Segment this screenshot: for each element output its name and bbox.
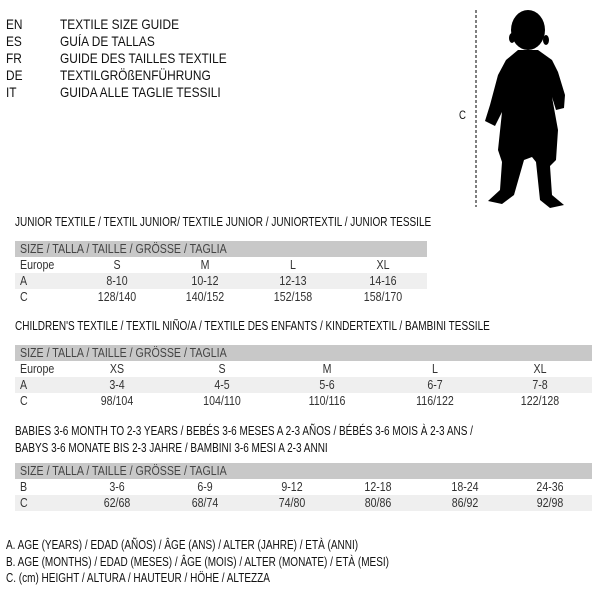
cell: 24-36 [536, 480, 564, 494]
cell: 12-18 [364, 480, 392, 494]
lang-title-es: GUÍA DE TALLAS [60, 33, 155, 49]
table-header-row: SIZE / TALLA / TAILLE / GRÖSSE / TAGLIA [15, 345, 592, 361]
lang-code-it: IT [6, 84, 17, 100]
legend-b: B. AGE (MONTHS) / EDAD (MESES) / ÂGE (MO… [6, 555, 389, 569]
cell: 110/116 [308, 394, 346, 408]
cell: 158/170 [363, 290, 403, 304]
babies-section-title-line1: BABIES 3-6 MONTH TO 2-3 YEARS / BEBÉS 3-… [15, 424, 473, 438]
cell: 62/68 [103, 496, 131, 510]
height-label: C [459, 108, 466, 122]
child-silhouette-figure [475, 10, 565, 208]
row-label: C [20, 394, 28, 408]
cell: 140/152 [185, 290, 225, 304]
lang-code-es: ES [6, 33, 22, 49]
babies-section-title-line2: BABYS 3-6 MONATE BIS 2-3 JAHRE / BAMBINI… [15, 441, 328, 455]
cell: 98/104 [100, 394, 134, 408]
cell: 18-24 [451, 480, 479, 494]
junior-size-table: SIZE / TALLA / TAILLE / GRÖSSE / TAGLIA … [15, 241, 427, 305]
legend-c: C. (cm) HEIGHT / ALTURA / HAUTEUR / HÖHE… [6, 571, 270, 585]
cell: 86/92 [451, 496, 479, 510]
cell: 5-6 [319, 378, 335, 392]
row-label: B [20, 480, 28, 494]
cell: 92/98 [536, 496, 564, 510]
cell: 128/140 [97, 290, 137, 304]
cell: M [322, 362, 332, 376]
junior-section-title: JUNIOR TEXTILE / TEXTIL JUNIOR/ TEXTILE … [15, 215, 432, 229]
row-label: Europe [20, 258, 55, 272]
row-label: A [20, 274, 28, 288]
cell: 80/86 [364, 496, 392, 510]
legend-a: A. AGE (YEARS) / EDAD (AÑOS) / ÂGE (ANS)… [6, 538, 359, 552]
row-label: C [20, 496, 28, 510]
children-section-title: CHILDREN'S TEXTILE / TEXTIL NIÑO/A / TEX… [15, 319, 490, 333]
child-silhouette-icon [485, 10, 565, 208]
table-header-row: SIZE / TALLA / TAILLE / GRÖSSE / TAGLIA [15, 463, 592, 479]
cell: 74/80 [278, 496, 306, 510]
cell: L [432, 362, 438, 376]
cell: 14-16 [369, 274, 397, 288]
cell: 4-5 [214, 378, 230, 392]
table-row: A 8-10 10-12 12-13 14-16 [15, 273, 427, 289]
children-size-table: SIZE / TALLA / TAILLE / GRÖSSE / TAGLIA … [15, 345, 592, 409]
cell: S [113, 258, 121, 272]
cell: XL [533, 362, 547, 376]
cell: L [290, 258, 296, 272]
cell: 12-13 [279, 274, 307, 288]
cell: 6-9 [197, 480, 213, 494]
table-row: C 62/68 68/74 74/80 80/86 86/92 92/98 [15, 495, 592, 511]
cell: 9-12 [281, 480, 303, 494]
cell: 122/128 [520, 394, 560, 408]
cell: XS [109, 362, 125, 376]
table-row: Europe S M L XL [15, 257, 427, 273]
cell: 116/122 [416, 394, 454, 408]
cell: XL [376, 258, 390, 272]
cell: 6-7 [427, 378, 443, 392]
size-header: SIZE / TALLA / TAILLE / GRÖSSE / TAGLIA [20, 464, 227, 478]
table-row: B 3-6 6-9 9-12 12-18 18-24 24-36 [15, 479, 592, 495]
row-label: Europe [20, 362, 55, 376]
cell: M [200, 258, 210, 272]
cell: 8-10 [106, 274, 128, 288]
lang-code-en: EN [6, 16, 23, 32]
table-header-row: SIZE / TALLA / TAILLE / GRÖSSE / TAGLIA [15, 241, 427, 257]
lang-title-en: TEXTILE SIZE GUIDE [60, 16, 180, 32]
cell: S [218, 362, 226, 376]
lang-title-fr: GUIDE DES TAILLES TEXTILE [60, 50, 227, 66]
row-label: A [20, 378, 28, 392]
lang-title-de: TEXTILGRÖßENFÜHRUNG [60, 67, 211, 83]
cell: 3-4 [109, 378, 125, 392]
table-row: C 98/104 104/110 110/116 116/122 122/128 [15, 393, 592, 409]
cell: 68/74 [191, 496, 219, 510]
size-header: SIZE / TALLA / TAILLE / GRÖSSE / TAGLIA [20, 242, 227, 256]
babies-size-table: SIZE / TALLA / TAILLE / GRÖSSE / TAGLIA … [15, 463, 592, 511]
table-row: Europe XS S M L XL [15, 361, 592, 377]
table-row: C 128/140 140/152 152/158 158/170 [15, 289, 427, 305]
cell: 152/158 [273, 290, 313, 304]
cell: 10-12 [191, 274, 219, 288]
size-header: SIZE / TALLA / TAILLE / GRÖSSE / TAGLIA [20, 346, 227, 360]
lang-code-fr: FR [6, 50, 22, 66]
cell: 104/110 [203, 394, 241, 408]
cell: 7-8 [532, 378, 548, 392]
row-label: C [20, 290, 28, 304]
lang-title-it: GUIDA ALLE TAGLIE TESSILI [60, 84, 221, 100]
lang-code-de: DE [6, 67, 23, 83]
table-row: A 3-4 4-5 5-6 6-7 7-8 [15, 377, 592, 393]
cell: 3-6 [109, 480, 125, 494]
